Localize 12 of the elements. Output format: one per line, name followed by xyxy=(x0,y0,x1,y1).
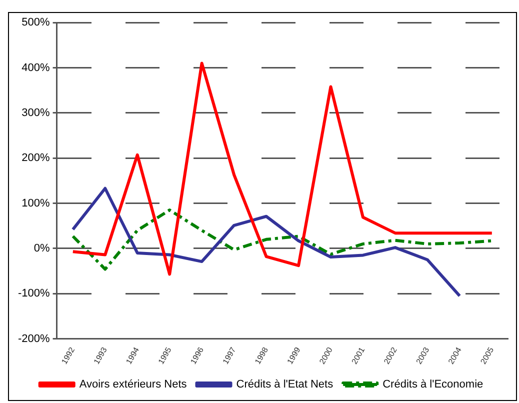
line-series xyxy=(71,208,494,271)
legend-label: Avoirs extérieurs Nets xyxy=(79,378,188,391)
y-tick-label: 400% xyxy=(22,62,50,74)
y-tick-label: -100% xyxy=(18,288,50,300)
y-tick-label: 0% xyxy=(34,242,50,254)
legend-label: Crédits à l'Economie xyxy=(382,378,484,391)
y-tick-label: 100% xyxy=(22,197,50,210)
legend-label: Crédits à l'Etat Nets xyxy=(236,378,334,391)
y-tick-label: 300% xyxy=(22,106,50,119)
y-tick-label: 500% xyxy=(22,16,50,29)
y-tick-label: -200% xyxy=(18,332,50,345)
y-tick-label: 200% xyxy=(22,152,50,164)
